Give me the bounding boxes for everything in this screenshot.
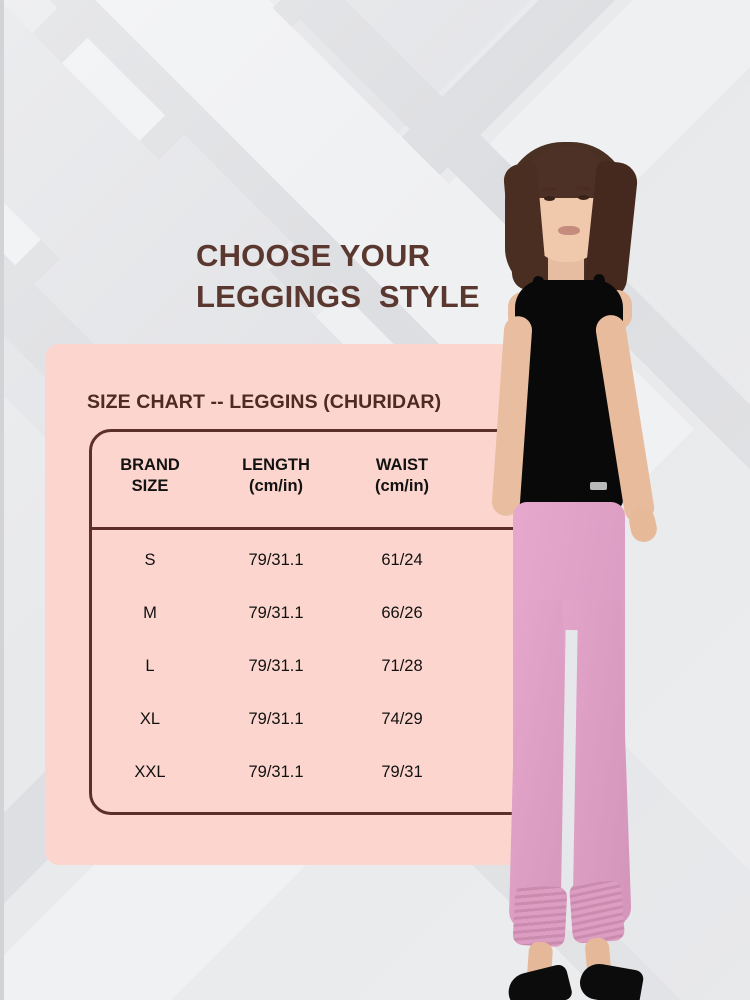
cell-brand-size: XL <box>139 710 161 728</box>
size-chart-table: BRAND SIZE LENGTH (cm/in) WAIST (cm/in) … <box>89 429 549 815</box>
model-hand-right <box>626 505 660 545</box>
size-chart-heading: SIZE CHART -- LEGGINS (CHURIDAR) <box>87 391 442 413</box>
column-header-brand-size-line1: BRAND <box>120 456 180 474</box>
model-lips <box>558 226 580 235</box>
cell-length: 79/31.1 <box>248 551 304 569</box>
headline-line-1: CHOOSE YOUR <box>196 238 431 273</box>
model-shoe-left <box>504 963 574 1000</box>
column-header-brand-size: BRAND SIZE <box>89 455 211 497</box>
headline-line-2: LEGGINGS STYLE <box>196 278 480 314</box>
column-header-length-line2: (cm/in) <box>248 477 304 496</box>
cell-brand-size: XXL <box>134 763 166 781</box>
column-header-brand-size-line2: SIZE <box>131 477 169 496</box>
table-row: S 79/31.1 61/24 <box>89 551 549 570</box>
table-row: L 79/31.1 71/28 <box>89 657 549 676</box>
model-eye-left <box>544 196 555 201</box>
table-row: XXL 79/31.1 79/31 <box>89 763 549 782</box>
column-header-length: LENGTH (cm/in) <box>211 455 341 497</box>
model-ruched-ankle-left <box>512 884 568 948</box>
cell-brand-size: M <box>143 604 157 622</box>
model-eye-right <box>578 195 589 200</box>
table-header-divider <box>89 527 549 530</box>
cell-length: 79/31.1 <box>248 657 304 675</box>
page-title: CHOOSE YOUR LEGGINGS STYLE <box>196 236 616 318</box>
column-header-length-line1: LENGTH <box>242 456 310 474</box>
cell-brand-size: L <box>145 657 155 675</box>
column-header-waist: WAIST (cm/in) <box>341 455 463 497</box>
column-header-waist-line1: WAIST <box>375 456 429 474</box>
table-row: XL 79/31.1 74/29 <box>89 710 549 729</box>
cell-waist: 71/28 <box>381 657 423 675</box>
cell-waist: 66/26 <box>381 604 423 622</box>
cell-waist: 61/24 <box>381 551 423 569</box>
table-row: M 79/31.1 66/26 <box>89 604 549 623</box>
model-garment-tag <box>590 482 607 490</box>
column-header-waist-line2: (cm/in) <box>374 477 430 496</box>
cell-brand-size: S <box>144 551 156 569</box>
cell-length: 79/31.1 <box>248 710 304 728</box>
model-photo <box>430 130 750 1000</box>
table-header-row: BRAND SIZE LENGTH (cm/in) WAIST (cm/in) <box>89 455 549 497</box>
cell-waist: 74/29 <box>381 710 423 728</box>
size-chart-card: SIZE CHART -- LEGGINS (CHURIDAR) BRAND S… <box>45 344 549 865</box>
cell-waist: 79/31 <box>381 763 423 781</box>
cell-length: 79/31.1 <box>248 604 304 622</box>
model-ruched-ankle-right <box>568 880 626 944</box>
cell-length: 79/31.1 <box>248 763 304 781</box>
model-shoe-right <box>577 960 645 1000</box>
bg-left-edge <box>0 0 4 1000</box>
